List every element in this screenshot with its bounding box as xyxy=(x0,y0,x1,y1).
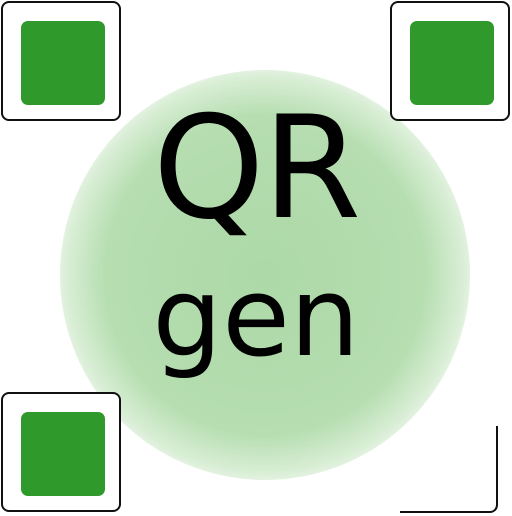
finder-pattern-center xyxy=(21,412,105,496)
logo-text-gen: gen xyxy=(152,253,360,381)
green-glow-circle xyxy=(60,70,470,480)
finder-pattern-top-left-icon xyxy=(1,1,121,121)
finder-pattern-center xyxy=(21,21,105,105)
finder-pattern-bottom-left-icon xyxy=(1,392,121,512)
corner-bracket-bottom-right-icon xyxy=(400,426,498,513)
finder-pattern-top-right-icon xyxy=(390,1,510,121)
logo-text-qr: QR xyxy=(152,86,361,251)
finder-pattern-center xyxy=(410,21,494,105)
